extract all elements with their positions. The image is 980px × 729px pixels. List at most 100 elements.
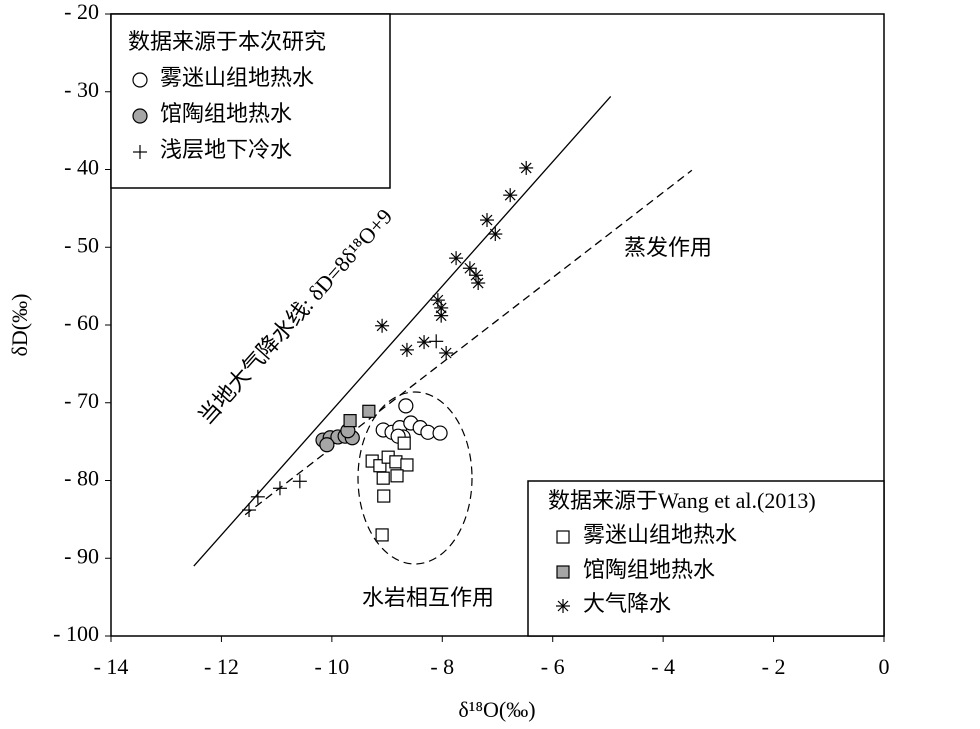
point (375, 528, 389, 542)
marker-shape (398, 398, 414, 414)
y-tick-label: - 60 (64, 310, 99, 335)
point (250, 489, 265, 504)
point (133, 145, 147, 159)
y-tick-label: - 50 (64, 232, 99, 257)
point (434, 308, 449, 323)
marker-shape (400, 458, 414, 472)
point (362, 404, 376, 418)
legend-box (110, 13, 391, 189)
point (242, 503, 257, 518)
legend-title: 数据来源于本次研究 (128, 29, 326, 54)
marker-shape (418, 336, 430, 348)
point (556, 565, 570, 579)
annotation: 蒸发作用 (624, 235, 712, 260)
marker-shape (377, 489, 391, 503)
point (439, 345, 454, 360)
legend-label: 浅层地下冷水 (160, 137, 292, 162)
x-tick-label: - 8 (430, 654, 454, 679)
x-tick-label: - 6 (541, 654, 565, 679)
point (400, 458, 414, 472)
legend-label: 雾迷山组地热水 (583, 522, 737, 547)
x-tick-label: - 14 (94, 654, 129, 679)
marker-shape (401, 344, 413, 356)
marker-shape (481, 214, 493, 226)
marker-shape (556, 565, 570, 579)
point (556, 599, 570, 613)
y-tick-label: - 40 (64, 155, 99, 180)
meteoric-water-line (193, 95, 612, 567)
annotation: 水岩相互作用 (362, 585, 494, 610)
marker-shape (557, 600, 569, 612)
x-axis-label: δ¹⁸O(‰) (458, 697, 535, 722)
point (343, 414, 357, 428)
y-tick-label: - 20 (64, 0, 99, 24)
line-label: 当地大气降水线: δD=8δ¹⁸O+9 (193, 204, 397, 429)
y-tick-label: - 70 (64, 388, 99, 413)
point (272, 481, 287, 496)
y-tick-label: - 80 (64, 466, 99, 491)
y-tick-label: - 90 (64, 543, 99, 568)
point (519, 160, 534, 175)
marker-shape (132, 108, 148, 124)
marker-shape (376, 471, 390, 485)
legend-label: 雾迷山组地热水 (160, 65, 314, 90)
legend-label: 馆陶组地热水 (583, 557, 715, 582)
marker-shape (556, 530, 570, 544)
legend-title: 数据来源于Wang et al.(2013) (548, 488, 816, 513)
point (319, 437, 335, 453)
marker-shape (504, 189, 516, 201)
marker-shape (435, 310, 447, 322)
x-tick-label: - 2 (762, 654, 786, 679)
point (503, 188, 518, 203)
legend-label: 大气降水 (583, 591, 671, 616)
marker-shape (520, 162, 532, 174)
marker-shape (435, 302, 447, 314)
marker-shape (132, 72, 148, 88)
x-tick-label: 0 (879, 654, 890, 679)
marker-shape (375, 528, 389, 542)
point (292, 474, 307, 489)
point (390, 469, 404, 483)
y-tick-label: - 30 (64, 77, 99, 102)
point (375, 318, 390, 333)
marker-shape (470, 269, 482, 281)
x-tick-label: - 4 (651, 654, 675, 679)
point (398, 398, 414, 414)
point (556, 530, 570, 544)
legend-label: 馆陶组地热水 (160, 101, 292, 126)
legend-box (527, 480, 885, 637)
marker-shape (489, 228, 501, 240)
point (449, 251, 464, 266)
point (132, 72, 148, 88)
marker-shape (376, 320, 388, 332)
point (389, 455, 403, 469)
marker-shape (464, 262, 476, 274)
point (432, 425, 448, 441)
marker-shape (397, 436, 411, 450)
point (397, 436, 411, 450)
point (480, 213, 495, 228)
point (399, 342, 414, 357)
marker-shape (450, 252, 462, 264)
point (377, 489, 391, 503)
x-tick-label: - 10 (314, 654, 349, 679)
marker-shape (390, 469, 404, 483)
point (132, 108, 148, 124)
point (376, 471, 390, 485)
marker-shape (472, 277, 484, 289)
point (471, 276, 486, 291)
point (462, 261, 477, 276)
point (417, 335, 432, 350)
point (468, 268, 483, 283)
marker-shape (389, 455, 403, 469)
x-tick-label: - 12 (204, 654, 239, 679)
marker-shape (343, 414, 357, 428)
y-tick-label: - 100 (53, 621, 99, 646)
marker-shape (432, 425, 448, 441)
marker-shape (319, 437, 335, 453)
y-axis-label: δD(‰) (7, 294, 32, 357)
point (429, 334, 444, 349)
point (488, 227, 503, 242)
evaporation-line (244, 169, 693, 516)
